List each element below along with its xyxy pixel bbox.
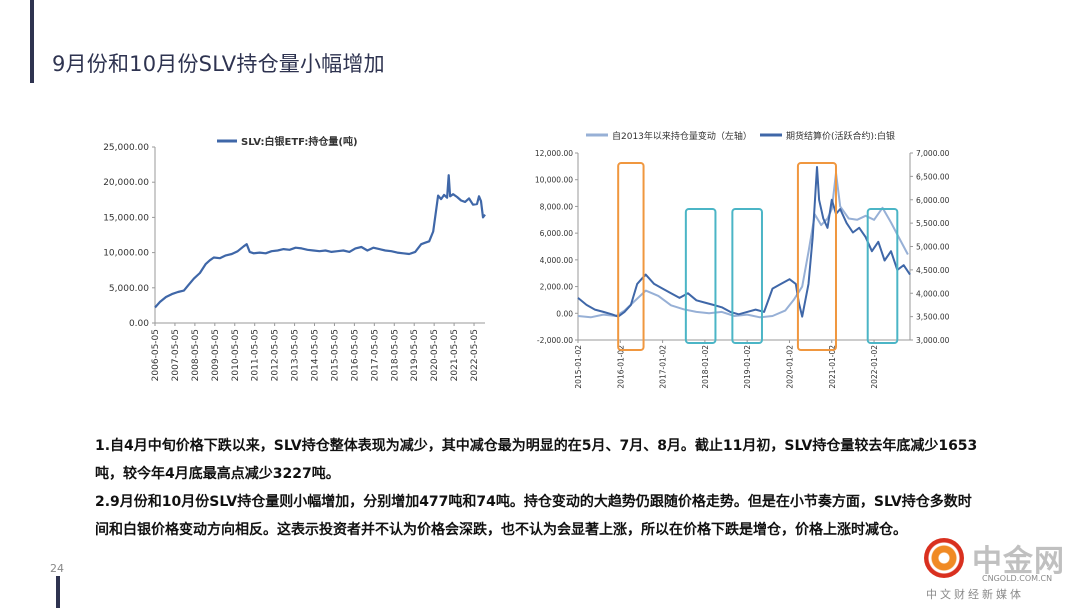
page-number: 24 <box>50 562 64 575</box>
highlight-box-4 <box>796 162 837 351</box>
cngold-watermark: 中金网 CNGOLD.COM.CN 中文财经新媒体 <box>918 536 1068 602</box>
x-tick-label: 2022-05-05 <box>470 329 480 381</box>
slide-title: 9月份和10月份SLV持仓量小幅增加 <box>52 52 385 76</box>
left-y-tick-label: 12,000.00 <box>535 149 573 158</box>
right-y-tick-label: 3,000.00 <box>916 336 950 345</box>
analysis-text: 1.自4月中旬价格下跌以来，SLV持仓整体表现为减少，其中减仓最为明显的在5月、… <box>95 432 985 544</box>
x-tick-label: 2015-01-02 <box>574 345 583 389</box>
left-y-tick-label: 10,000.00 <box>535 176 573 185</box>
series-line-slv-holdings <box>154 174 486 309</box>
x-tick-label: 2018-01-02 <box>701 345 710 389</box>
x-tick-label: 2008-05-05 <box>191 329 201 381</box>
bottom-accent-bar <box>56 576 60 608</box>
left-y-tick-label: -2,000.00 <box>537 336 573 345</box>
right-y-tick-label: 6,000.00 <box>916 196 950 205</box>
highlight-box-3 <box>731 208 763 344</box>
left-y-tick-label: 0.00 <box>556 309 573 318</box>
watermark-tagline: 中文财经新媒体 <box>926 588 1024 601</box>
right-y-tick-label: 5,500.00 <box>916 219 950 228</box>
highlight-box-2 <box>684 208 717 344</box>
analysis-paragraph-1: 1.自4月中旬价格下跌以来，SLV持仓整体表现为减少，其中减仓最为明显的在5月、… <box>95 438 978 482</box>
right-y-tick-label: 6,500.00 <box>916 172 950 181</box>
x-tick-label: 2010-05-05 <box>231 329 241 381</box>
left-y-tick-label: 2,000.00 <box>540 283 574 292</box>
x-tick-label: 2020-05-05 <box>430 329 440 381</box>
series-line-holdings-change <box>577 172 909 319</box>
x-tick-label: 2016-05-05 <box>350 329 360 381</box>
y-tick-label: 10,000.00 <box>103 249 149 259</box>
x-tick-label: 2018-05-05 <box>390 329 400 381</box>
x-tick-label: 2014-05-05 <box>311 329 321 381</box>
x-tick-label: 2022-01-02 <box>870 345 879 389</box>
series-line-silver-price <box>577 166 911 318</box>
x-tick-label: 2020-01-02 <box>785 345 794 389</box>
legend-label-holdings-change: 自2013年以来持仓量变动（左轴） <box>612 130 752 142</box>
title-accent-bar <box>30 0 34 83</box>
x-tick-label: 2017-01-02 <box>659 345 668 389</box>
x-tick-label: 2016-01-02 <box>616 345 625 389</box>
legend-label: SLV:白银ETF:持仓量(吨) <box>241 135 358 148</box>
x-tick-label: 2009-05-05 <box>211 329 221 381</box>
slv-holdings-chart: SLV:白银ETF:持仓量(吨) 25,000.00 20,000.00 15,000… <box>95 125 500 395</box>
watermark-name: 中金网 <box>972 544 1065 579</box>
x-tick-label: 2012-05-05 <box>271 329 281 381</box>
y-tick-label: 25,000.00 <box>103 143 149 153</box>
x-tick-label: 2021-01-02 <box>828 345 837 389</box>
cngold-logo-icon <box>924 538 964 578</box>
analysis-paragraph-2: 2.9月份和10月份SLV持仓量则小幅增加，分别增加477吨和74吨。持仓变动的… <box>95 494 972 538</box>
highlight-box-5 <box>866 208 899 344</box>
x-tick-label: 2017-05-05 <box>370 329 380 381</box>
x-tick-label: 2011-05-05 <box>251 329 261 381</box>
watermark-url: CNGOLD.COM.CN <box>982 574 1053 583</box>
x-tick-label: 2019-01-02 <box>743 345 752 389</box>
right-y-tick-label: 7,000.00 <box>916 149 950 158</box>
right-y-tick-label: 3,500.00 <box>916 313 950 322</box>
right-y-tick-label: 4,500.00 <box>916 266 950 275</box>
right-y-tick-label: 5,000.00 <box>916 243 950 252</box>
x-tick-label: 2013-05-05 <box>291 329 301 381</box>
left-y-tick-label: 4,000.00 <box>540 256 574 265</box>
y-tick-label: 20,000.00 <box>103 178 149 188</box>
x-tick-label: 2021-05-05 <box>450 329 460 381</box>
highlight-box-1 <box>617 162 645 351</box>
x-tick-label: 2015-05-05 <box>330 329 340 381</box>
x-tick-label: 2006-05-05 <box>151 329 161 381</box>
x-tick-label: 2019-05-05 <box>410 329 420 381</box>
left-y-tick-label: 8,000.00 <box>540 202 574 211</box>
right-y-tick-label: 4,000.00 <box>916 289 950 298</box>
y-tick-label: 0.00 <box>129 319 149 329</box>
legend-label-silver-price: 期货结算价(活跃合约):白银 <box>786 130 895 142</box>
holdings-change-vs-price-chart: 自2013年以来持仓量变动（左轴） 期货结算价(活跃合约):白银 12,000.00… <box>528 125 968 395</box>
x-tick-label: 2007-05-05 <box>171 329 181 381</box>
y-tick-label: 5,000.00 <box>109 284 149 294</box>
y-tick-label: 15,000.00 <box>103 213 149 223</box>
left-y-tick-label: 6,000.00 <box>540 229 574 238</box>
